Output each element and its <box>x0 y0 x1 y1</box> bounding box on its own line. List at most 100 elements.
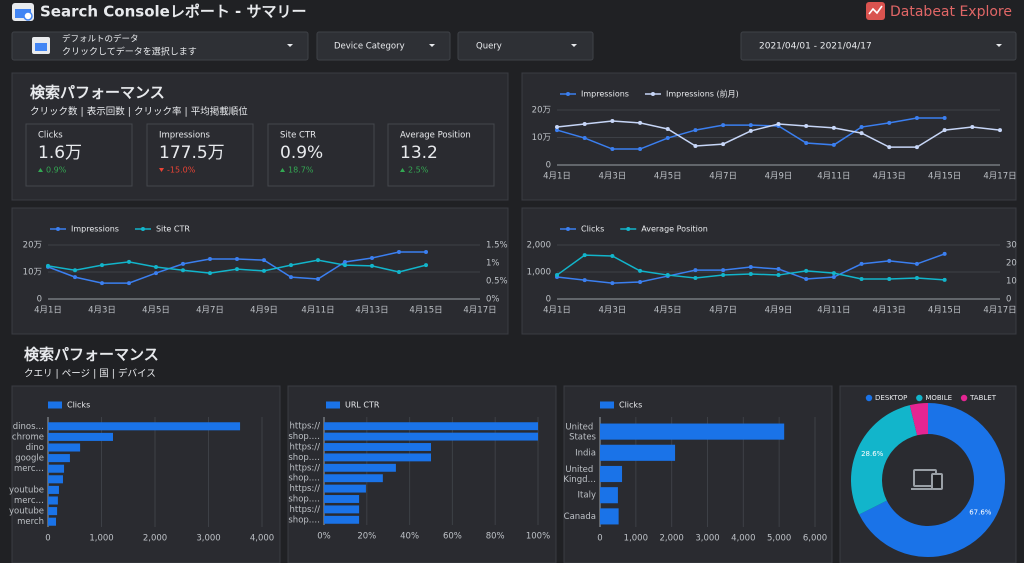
data-point <box>555 273 559 278</box>
data-point <box>582 278 587 283</box>
section-title: 検索パフォーマンス <box>24 346 159 364</box>
legend-label: Site CTR <box>156 225 190 234</box>
bar <box>48 422 241 431</box>
date-range-picker[interactable] <box>740 31 1017 61</box>
x-tick-label: 4月5日 <box>654 172 682 182</box>
data-point <box>942 115 947 120</box>
kpi-arrow <box>400 168 405 172</box>
legend-dot <box>650 92 655 96</box>
filter-label: Device Category <box>334 42 405 52</box>
bar <box>600 444 676 461</box>
y-tick-label: shop.… <box>288 495 320 505</box>
x-tick-label: 4月9日 <box>765 172 793 182</box>
data-point <box>370 255 374 260</box>
data-point <box>73 275 77 280</box>
slice-label: 67.6% <box>969 508 992 516</box>
data-point <box>73 268 77 273</box>
filter-dropdown[interactable] <box>316 31 451 61</box>
data-point <box>289 263 293 268</box>
data-point <box>181 261 185 266</box>
kpi-value: 1.6万 <box>38 143 82 163</box>
kpi-label: Site CTR <box>280 131 316 141</box>
y-tick-label: youtube <box>9 507 44 517</box>
data-point <box>748 271 753 276</box>
data-point <box>316 277 320 282</box>
section-subtitle: クリック数 | 表示回数 | クリック率 | 平均掲載順位 <box>30 106 248 118</box>
x-tick-label: 1,000 <box>624 534 648 544</box>
y-tick-label: Italy <box>578 491 596 501</box>
data-point <box>721 273 726 278</box>
bar <box>324 422 538 431</box>
data-point <box>721 268 726 273</box>
y2-tick-label: 10 <box>1006 277 1017 287</box>
kpi-card <box>25 123 133 187</box>
legend-swatch <box>600 401 614 409</box>
data-point <box>942 251 947 256</box>
x-tick-label: 4月17日 <box>463 306 496 316</box>
bar <box>324 474 383 483</box>
legend-label: Impressions <box>581 90 629 99</box>
x-tick-label: 4月17日 <box>983 306 1016 316</box>
x-tick-label: 4月1日 <box>543 172 571 182</box>
legend-label: Average Position <box>641 225 708 234</box>
x-tick-label: 4月13日 <box>355 306 388 316</box>
bar <box>600 465 623 483</box>
data-point <box>316 258 320 263</box>
kpi-change: 0.9% <box>46 166 67 175</box>
bar <box>600 487 618 504</box>
data-point <box>859 125 864 130</box>
data-point <box>665 273 670 278</box>
x-tick-label: 0 <box>45 534 50 544</box>
data-point <box>804 123 809 128</box>
y-tick-label: https:// <box>290 505 321 515</box>
x-tick-label: 4月1日 <box>543 306 571 316</box>
data-point <box>397 250 401 255</box>
y-tick-label: shop.… <box>288 432 320 442</box>
legend-label: Impressions (前月) <box>666 89 739 99</box>
data-point <box>776 273 781 278</box>
x-tick-label: 2,000 <box>659 534 683 544</box>
kpi-change: -15.0% <box>167 166 196 175</box>
panel <box>11 385 281 563</box>
x-tick-label: 4月3日 <box>598 172 626 182</box>
pie-slice <box>859 403 1006 557</box>
data-point <box>914 261 919 266</box>
y2-tick-label: 0 <box>1006 295 1011 305</box>
data-point <box>665 136 670 141</box>
filter-dropdown[interactable] <box>457 31 594 61</box>
x-tick-label: 0 <box>597 534 602 544</box>
data-point <box>127 281 131 286</box>
x-tick-label: 4月13日 <box>873 172 906 182</box>
data-point <box>638 120 643 125</box>
brand-logo <box>866 2 885 20</box>
data-point <box>859 277 864 282</box>
legend-dot <box>626 227 631 231</box>
data-point <box>693 275 698 280</box>
data-point <box>887 277 892 282</box>
kpi-card <box>267 123 375 187</box>
y-tick-label: 0 <box>37 295 42 305</box>
y-tick-label: 10万 <box>532 133 551 143</box>
x-tick-label: 2,000 <box>143 534 167 544</box>
kpi-value: 13.2 <box>400 143 438 163</box>
y2-tick-label: 1% <box>486 259 500 269</box>
kpi-change: 2.5% <box>408 166 429 175</box>
data-point <box>262 258 266 263</box>
x-tick-label: 4月13日 <box>873 306 906 316</box>
kpi-value: 177.5万 <box>159 143 225 163</box>
data-source-selector[interactable] <box>11 31 309 61</box>
y-tick-label: dinos… <box>13 422 44 432</box>
data-point <box>721 142 726 147</box>
bar <box>48 475 63 484</box>
data-point <box>859 261 864 266</box>
x-tick-label: 4,000 <box>250 534 274 544</box>
data-point <box>638 268 643 273</box>
kpi-arrow <box>159 168 164 172</box>
x-tick-label: 20% <box>357 532 376 542</box>
y-tick-label: 1,000 <box>527 268 551 278</box>
data-point <box>397 270 401 274</box>
legend-label: Clicks <box>619 401 642 410</box>
kpi-arrow <box>280 168 285 172</box>
y-tick-label: 20万 <box>23 241 42 251</box>
bar <box>48 443 81 452</box>
